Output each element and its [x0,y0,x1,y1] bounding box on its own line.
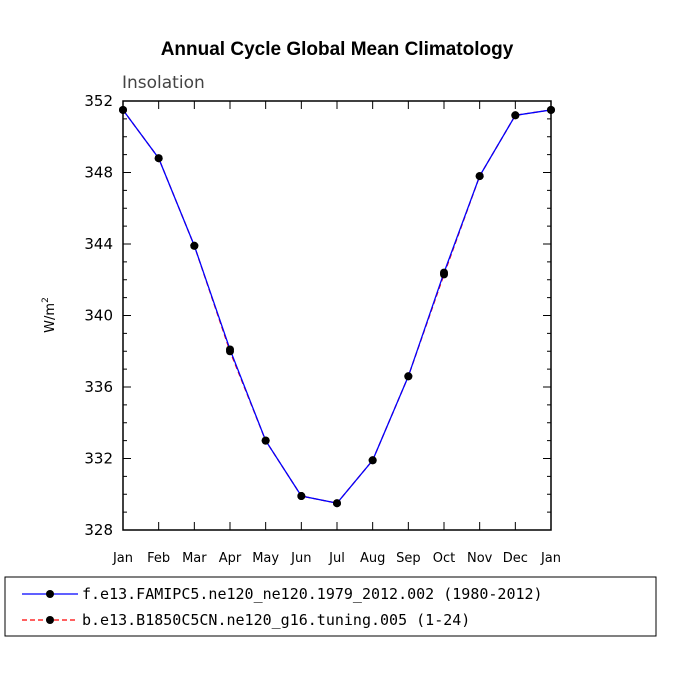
series-line [122,109,552,504]
legend-marker [46,590,54,598]
x-tick-label: May [252,551,279,566]
legend: f.e13.FAMIPC5.ne120_ne120.1979_2012.002 … [4,576,657,637]
x-tick-label: Feb [147,551,170,566]
y-tick-label: 332 [84,450,113,468]
x-tick-label: Sep [396,551,421,566]
y-tick-label: 328 [84,521,113,539]
legend-label: b.e13.B1850C5CN.ne120_g16.tuning.005 (1-… [82,611,470,629]
y-tick-label: 340 [84,307,113,325]
legend-box [4,576,657,637]
legend-label: f.e13.FAMIPC5.ne120_ne120.1979_2012.002 … [82,585,543,603]
data-point [511,111,520,120]
data-point [154,154,163,163]
y-axis-label-sup: 2 [41,297,51,303]
x-tick-label: Oct [433,551,455,566]
data-point [297,492,306,501]
data-point [333,499,341,508]
x-tick-label: Mar [182,551,207,566]
y-tick-label: 336 [84,378,113,396]
data-point [547,105,555,114]
chart-title: Annual Cycle Global Mean Climatology [161,39,514,60]
legend-marker [46,616,54,624]
svg-text:W/m2: W/m2 [41,297,58,333]
y-tick-label: 348 [84,164,113,182]
x-tick-label: Apr [219,551,242,566]
data-point [368,456,377,465]
x-tick-label: Jan [540,551,561,566]
data-point [226,347,234,356]
data-point [190,241,199,250]
data-point [475,172,484,181]
y-axis-label-text: W/m [43,303,58,333]
y-axis-label: W/m2 [41,297,58,333]
data-point [440,270,448,279]
data-point [261,436,270,445]
plot-frame [122,100,552,531]
chart-subtitle: Insolation [122,73,205,93]
y-tick-label: 344 [84,235,113,253]
series-line [122,109,552,504]
y-tick-label: 352 [84,92,113,110]
x-tick-label: Jun [290,551,311,566]
data-point [404,372,413,381]
x-tick-label: Jan [112,551,133,566]
x-tick-label: Dec [503,551,528,566]
x-tick-label: Jul [328,551,345,566]
x-tick-label: Nov [467,551,493,566]
data-point [119,105,127,114]
x-tick-label: Aug [360,551,385,566]
